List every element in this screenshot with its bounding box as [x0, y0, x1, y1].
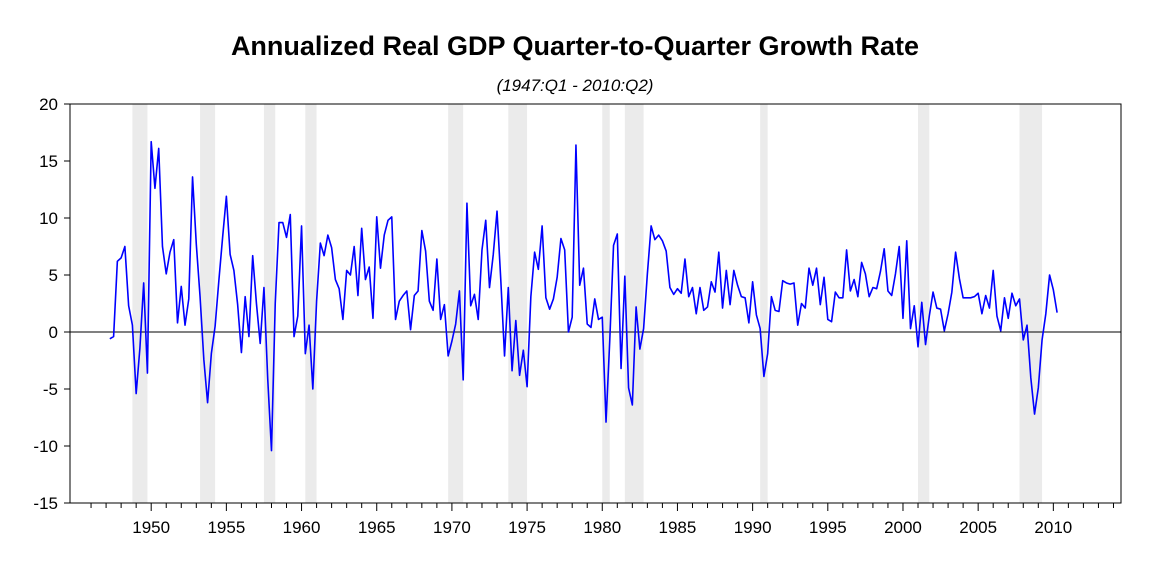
x-tick-label: 1970 [433, 518, 471, 537]
y-tick-label: -10 [33, 437, 58, 456]
recession-bands [132, 104, 1043, 503]
x-tick-label: 2000 [884, 518, 922, 537]
x-tick-label: 2005 [959, 518, 997, 537]
x-tick-label: 1955 [207, 518, 245, 537]
gdp-growth-line [109, 140, 1058, 452]
recession-band-2 [200, 104, 216, 503]
recession-band-1 [132, 104, 148, 503]
y-tick-label: 0 [49, 323, 58, 342]
x-tick-label: 1965 [358, 518, 396, 537]
recession-band-7 [602, 104, 610, 503]
x-tick-label: 1980 [583, 518, 621, 537]
y-tick-label: -5 [43, 380, 58, 399]
x-tick-label: 1975 [508, 518, 546, 537]
x-axis: 1950 1955 1960 1965 1970 1975 1980 1985 1990 1995… [90, 503, 1114, 537]
x-tick-label: 1985 [659, 518, 697, 537]
recession-band-6 [508, 104, 528, 503]
recession-band-11 [1019, 104, 1043, 503]
x-tick-label: 1960 [283, 518, 321, 537]
y-axis: 20 15 10 5 0 -5 -10 -15 [33, 95, 70, 513]
y-tick-label: 15 [39, 152, 58, 171]
recession-band-10 [918, 104, 930, 503]
x-tick-label: 2010 [1034, 518, 1072, 537]
x-tick-label: 1990 [734, 518, 772, 537]
y-tick-label: 20 [39, 95, 58, 114]
recession-band-5 [448, 104, 464, 503]
chart-subtitle: (1947:Q1 - 2010:Q2) [497, 76, 654, 95]
plot-frame [69, 103, 1122, 504]
chart-title: Annualized Real GDP Quarter-to-Quarter G… [231, 31, 919, 61]
recession-band-3 [263, 104, 276, 503]
recession-band-9 [760, 104, 768, 503]
y-tick-label: 10 [39, 209, 58, 228]
y-tick-label: 5 [49, 266, 58, 285]
recession-band-8 [624, 104, 644, 503]
y-tick-label: -15 [33, 494, 58, 513]
x-tick-label: 1950 [132, 518, 170, 537]
x-tick-label: 1995 [809, 518, 847, 537]
recession-band-4 [305, 104, 317, 503]
